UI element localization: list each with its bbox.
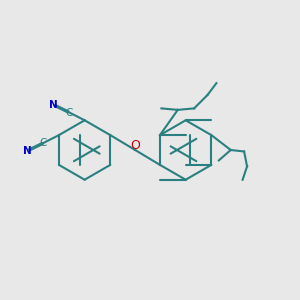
Text: O: O: [130, 139, 140, 152]
Text: C: C: [65, 108, 73, 118]
Text: N: N: [23, 146, 32, 156]
Text: C: C: [40, 138, 47, 148]
Text: N: N: [49, 100, 58, 110]
